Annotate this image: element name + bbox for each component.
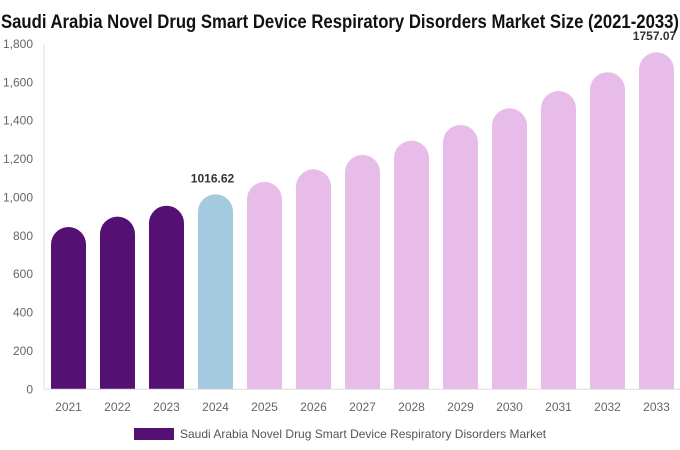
bar-2031 (541, 90, 576, 390)
bar-2022 (100, 216, 135, 390)
x-tick-label: 2030 (496, 400, 523, 414)
bar-2029 (443, 124, 478, 390)
bars (51, 52, 674, 390)
y-tick-label: 1,600 (3, 75, 33, 89)
y-tick-label: 0 (26, 382, 33, 396)
x-tick-label: 2031 (545, 400, 572, 414)
x-tick-label: 2032 (594, 400, 621, 414)
y-axis: 0 200 400 600 800 1,000 1,200 1,400 1,600 1,800 (3, 37, 45, 396)
legend-label: Saudi Arabia Novel Drug Smart Device Res… (180, 427, 547, 441)
bar-2026 (296, 169, 331, 390)
y-tick-label: 1,200 (3, 152, 33, 166)
data-labels: 1016.62 1757.07 (191, 29, 677, 185)
bar-2023 (149, 205, 184, 390)
x-tick-label: 2026 (300, 400, 327, 414)
data-label-2024: 1016.62 (191, 171, 235, 185)
x-tick-label: 2028 (398, 400, 425, 414)
y-tick-label: 1,800 (3, 37, 33, 51)
y-tick-label: 200 (13, 344, 33, 358)
y-tick-label: 400 (13, 306, 33, 320)
y-tick-label: 1,000 (3, 190, 33, 204)
y-tick-label: 1,400 (3, 114, 33, 128)
legend: Saudi Arabia Novel Drug Smart Device Res… (134, 427, 547, 441)
x-tick-label: 2033 (643, 400, 670, 414)
y-tick-label: 800 (13, 229, 33, 243)
bar-2025 (247, 181, 282, 390)
bar-2028 (394, 140, 429, 390)
y-tick-label: 600 (13, 267, 33, 281)
x-tick-label: 2022 (104, 400, 131, 414)
x-tick-label: 2029 (447, 400, 474, 414)
x-tick-label: 2024 (202, 400, 229, 414)
x-axis: 2021 2022 2023 2024 2025 2026 2027 2028 2029 2030… (44, 388, 680, 414)
bar-2032 (590, 72, 625, 390)
bar-2030 (492, 108, 527, 390)
legend-swatch (134, 428, 174, 440)
x-tick-label: 2025 (251, 400, 278, 414)
x-tick-label: 2023 (153, 400, 180, 414)
x-tick-label: 2027 (349, 400, 376, 414)
x-tick-label: 2021 (55, 400, 82, 414)
bar-2033 (639, 52, 674, 390)
data-label-2033: 1757.07 (633, 29, 677, 43)
bar-2027 (345, 154, 380, 390)
chart-title: Saudi Arabia Novel Drug Smart Device Res… (1, 12, 679, 33)
bar-2021 (51, 227, 86, 390)
bar-2024 (198, 194, 233, 390)
